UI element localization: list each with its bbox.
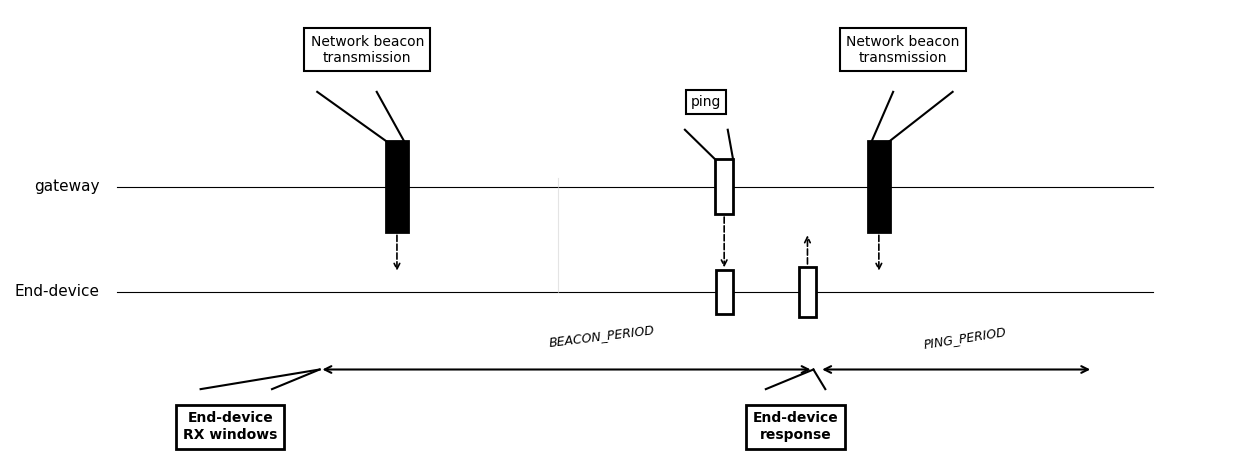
Text: End-device
response: End-device response [753, 412, 838, 442]
Text: End-device: End-device [15, 285, 99, 299]
Text: Network beacon
transmission: Network beacon transmission [846, 35, 960, 65]
Text: PING_PERIOD: PING_PERIOD [923, 326, 1008, 351]
Text: Network beacon
transmission: Network beacon transmission [310, 35, 424, 65]
FancyBboxPatch shape [799, 267, 816, 317]
FancyBboxPatch shape [715, 159, 733, 214]
FancyBboxPatch shape [715, 270, 733, 313]
Text: End-device
RX windows: End-device RX windows [184, 412, 278, 442]
Text: gateway: gateway [33, 179, 99, 194]
Text: BEACON_PERIOD: BEACON_PERIOD [548, 323, 656, 349]
Text: ping: ping [691, 95, 722, 109]
FancyBboxPatch shape [386, 141, 408, 232]
FancyBboxPatch shape [868, 141, 889, 232]
